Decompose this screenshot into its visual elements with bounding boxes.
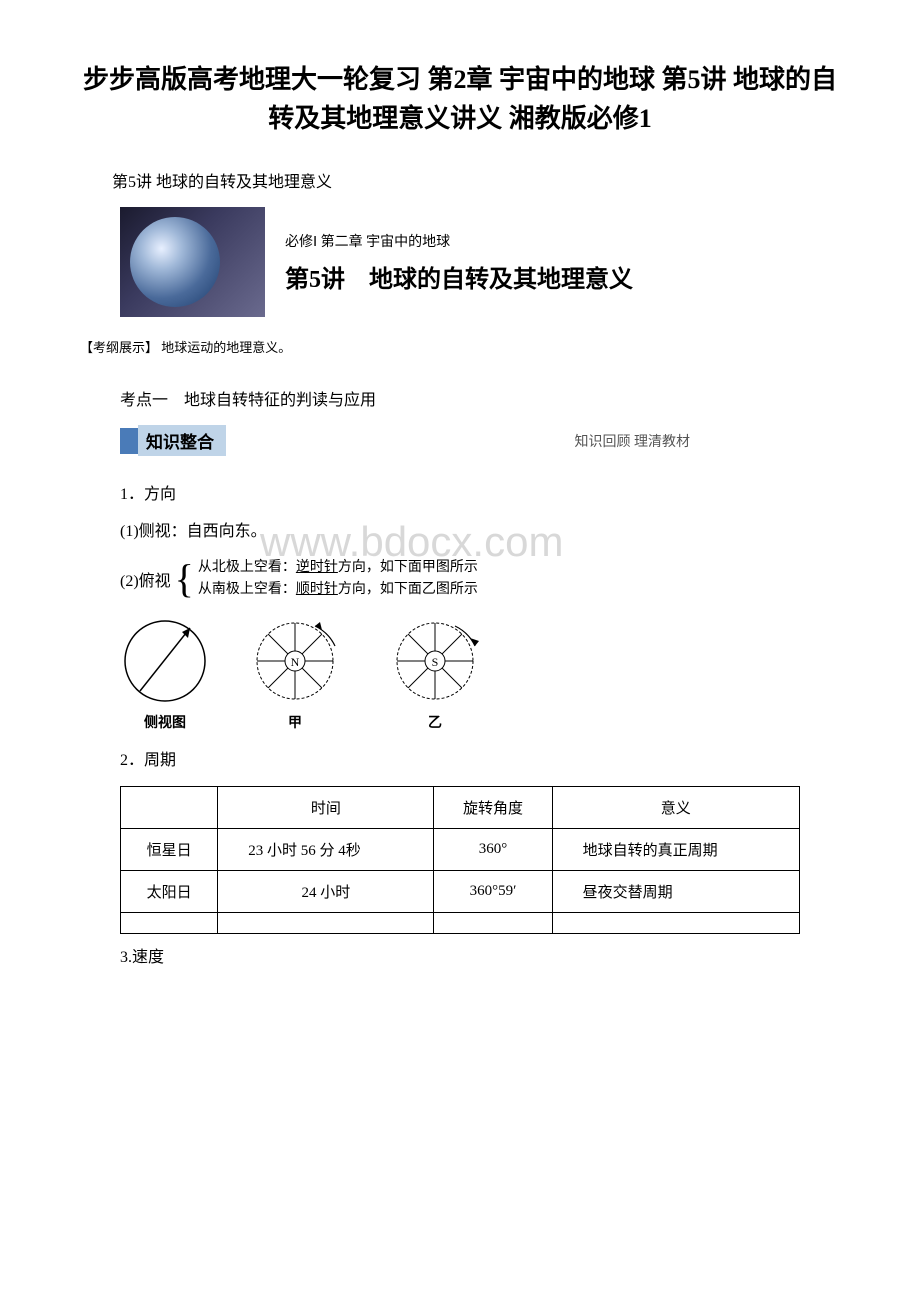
knowledge-sub: 知识回顾 理清教材 (575, 431, 691, 451)
brace-line-2: 从南极上空看：顺时针方向，如下面乙图所示 (198, 579, 478, 601)
diagram-jia: N 甲 (240, 616, 350, 732)
diagram-yi: S 乙 (380, 616, 490, 732)
table-cell: 地球自转的真正周期 (552, 829, 799, 871)
blue-block-icon (120, 428, 138, 454)
period-table: 时间 旋转角度 意义 恒星日 23 小时 56 分 4秒 360° 地球自转的真… (120, 786, 800, 934)
table-cell: 太阳日 (121, 871, 218, 913)
item-1-1: (1)侧视：自西向东。 (120, 518, 840, 547)
table-row: 恒星日 23 小时 56 分 4秒 360° 地球自转的真正周期 (121, 829, 800, 871)
svg-text:S: S (432, 655, 439, 669)
diagrams-row: 侧视图 N 甲 S (120, 616, 840, 732)
table-cell (121, 913, 218, 934)
table-cell: 时间 (218, 787, 434, 829)
knowledge-bar: 知识整合 知识回顾 理清教材 (120, 425, 840, 456)
brace-line-1: 从北极上空看：逆时针方向，如下面甲图所示 (198, 557, 478, 579)
brace-icon: { (175, 559, 194, 599)
lecture-title: 第5讲 地球的自转及其地理意义 (285, 259, 840, 294)
table-cell: 360°59′ (434, 871, 552, 913)
table-cell: 360° (434, 829, 552, 871)
table-cell: 昼夜交替周期 (552, 871, 799, 913)
exam-outline: 【考纲展示】 地球运动的地理意义。 (80, 337, 840, 356)
svg-text:N: N (291, 655, 300, 669)
table-cell (121, 787, 218, 829)
table-header-row: 时间 旋转角度 意义 (121, 787, 800, 829)
south-pole-icon: S (380, 616, 490, 706)
kaodian-heading: 考点一 地球自转特征的判读与应用 (120, 386, 840, 410)
earth-image (120, 207, 265, 317)
header-banner: 必修Ⅰ 第二章 宇宙中的地球 第5讲 地球的自转及其地理意义 (120, 207, 840, 317)
side-view-icon (120, 616, 210, 706)
table-cell: 旋转角度 (434, 787, 552, 829)
table-cell: 恒星日 (121, 829, 218, 871)
table-cell: 23 小时 56 分 4秒 (218, 829, 434, 871)
item-2-title: 2．周期 (120, 747, 840, 776)
north-pole-icon: N (240, 616, 350, 706)
item-1-title: 1．方向 (120, 481, 840, 510)
diagram-jia-label: 甲 (240, 712, 350, 732)
table-row: 太阳日 24 小时 360°59′ 昼夜交替周期 (121, 871, 800, 913)
item-3-title: 3.速度 (120, 944, 840, 973)
main-title: 步步高版高考地理大一轮复习 第2章 宇宙中的地球 第5讲 地球的自转及其地理意义… (80, 60, 840, 138)
table-cell (552, 913, 799, 934)
diagram-side-label: 侧视图 (120, 712, 210, 732)
table-row (121, 913, 800, 934)
knowledge-label: 知识整合 (138, 425, 226, 456)
lecture-subtitle: 第5讲 地球的自转及其地理意义 (80, 168, 840, 192)
item-1-2-prefix: (2)俯视 (120, 567, 171, 591)
module-label: 必修Ⅰ 第二章 宇宙中的地球 (285, 231, 840, 251)
brace-section: (2)俯视 { 从北极上空看：逆时针方向，如下面甲图所示 从南极上空看：顺时针方… (120, 557, 840, 602)
diagram-side: 侧视图 (120, 616, 210, 732)
table-cell: 意义 (552, 787, 799, 829)
diagram-yi-label: 乙 (380, 712, 490, 732)
table-cell: 24 小时 (218, 871, 434, 913)
table-cell (434, 913, 552, 934)
table-cell (218, 913, 434, 934)
